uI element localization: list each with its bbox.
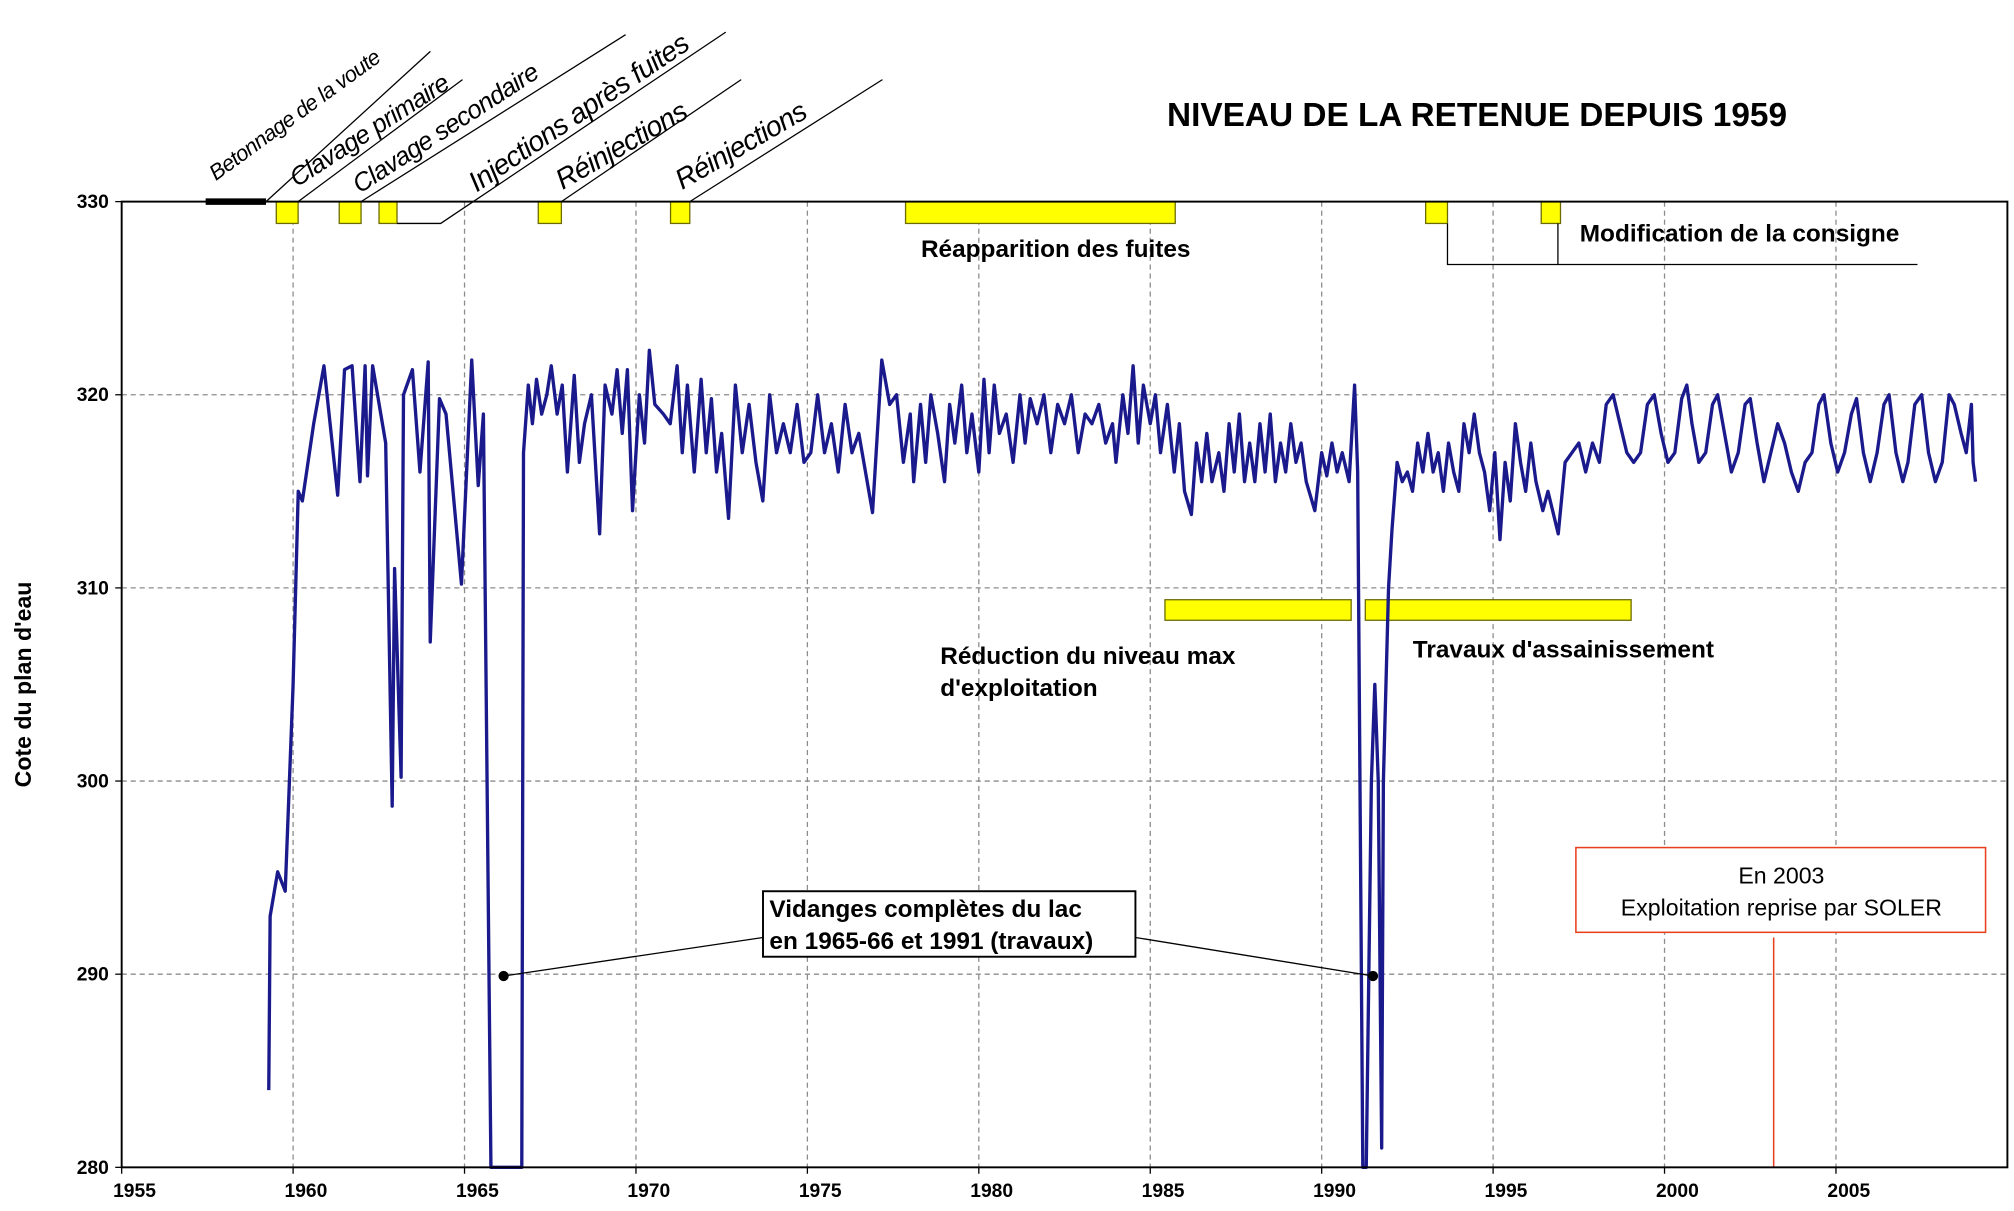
leader-line bbox=[1446, 223, 1918, 266]
callout-dot bbox=[1367, 970, 1379, 982]
x-tick-label: 2000 bbox=[1656, 1181, 1699, 1202]
y-tick-label: 320 bbox=[77, 385, 109, 406]
phase-box bbox=[275, 200, 299, 225]
y-tick-label: 300 bbox=[77, 771, 109, 792]
y-axis-label: Cote du plan d'eau bbox=[10, 582, 36, 788]
phase-box bbox=[904, 200, 1176, 225]
annotation: Réduction du niveau max bbox=[940, 643, 1236, 670]
annotation: En 2003 bbox=[1738, 863, 1824, 889]
annotation: Travaux d'assainissement bbox=[1413, 637, 1714, 664]
phase-box bbox=[1425, 200, 1449, 225]
level-line bbox=[267, 348, 1978, 1170]
phase-box bbox=[378, 200, 398, 225]
x-tick-label: 1990 bbox=[1313, 1181, 1356, 1202]
callout-line bbox=[503, 936, 764, 977]
phase-box bbox=[669, 200, 691, 225]
phase-box bbox=[1540, 200, 1562, 225]
callout-box bbox=[762, 890, 1137, 958]
leader-line bbox=[265, 50, 431, 203]
grid: 280 290 300 310 320 330 1955 1960 1965 1970 1975 19… bbox=[77, 192, 2008, 1202]
chart-title: NIVEAU DE LA RETENUE DEPUIS 1959 bbox=[1167, 97, 1787, 134]
x-tick-label: 1985 bbox=[1142, 1181, 1185, 1202]
callout-line bbox=[1135, 936, 1374, 977]
plot bbox=[267, 348, 1978, 1170]
y-tick-label: 330 bbox=[77, 192, 109, 213]
x-tick-label: 1955 bbox=[113, 1181, 156, 1202]
leader-line bbox=[397, 31, 727, 225]
x-tick-label: 1965 bbox=[456, 1181, 499, 1202]
phase-box bbox=[537, 200, 563, 225]
leader-line bbox=[297, 79, 463, 203]
y-tick-label: 310 bbox=[77, 578, 109, 599]
phase-box bbox=[1364, 599, 1632, 621]
leader-line bbox=[360, 34, 626, 203]
x-tick-label: 1980 bbox=[970, 1181, 1013, 1202]
y-tick-label: 280 bbox=[77, 1158, 109, 1179]
annotation: Réapparition des fuites bbox=[921, 236, 1191, 263]
x-tick-label: 1975 bbox=[799, 1181, 842, 1202]
note-box bbox=[1575, 846, 1987, 934]
annotation: en 1965-66 et 1991 (travaux) bbox=[769, 928, 1093, 955]
phase-box bbox=[338, 200, 362, 225]
x-tick-label: 1995 bbox=[1485, 1181, 1528, 1202]
phase-box bbox=[1164, 599, 1352, 621]
annotation: Vidanges complètes du lac bbox=[769, 896, 1081, 923]
annotation: Réinjections bbox=[669, 94, 812, 195]
leader-line bbox=[689, 79, 883, 203]
x-tick-label: 2005 bbox=[1827, 1181, 1870, 1202]
y-tick-label: 290 bbox=[77, 965, 109, 986]
leader-line bbox=[561, 79, 742, 203]
plot-frame bbox=[120, 200, 2009, 1169]
callout-dot bbox=[498, 970, 509, 982]
annotation: Exploitation reprise par SOLER bbox=[1621, 895, 1942, 921]
annotation: d'exploitation bbox=[940, 675, 1097, 702]
annotation: Modification de la consigne bbox=[1580, 220, 1900, 247]
x-tick-label: 1960 bbox=[285, 1181, 328, 1202]
x-tick-label: 1970 bbox=[627, 1181, 670, 1202]
